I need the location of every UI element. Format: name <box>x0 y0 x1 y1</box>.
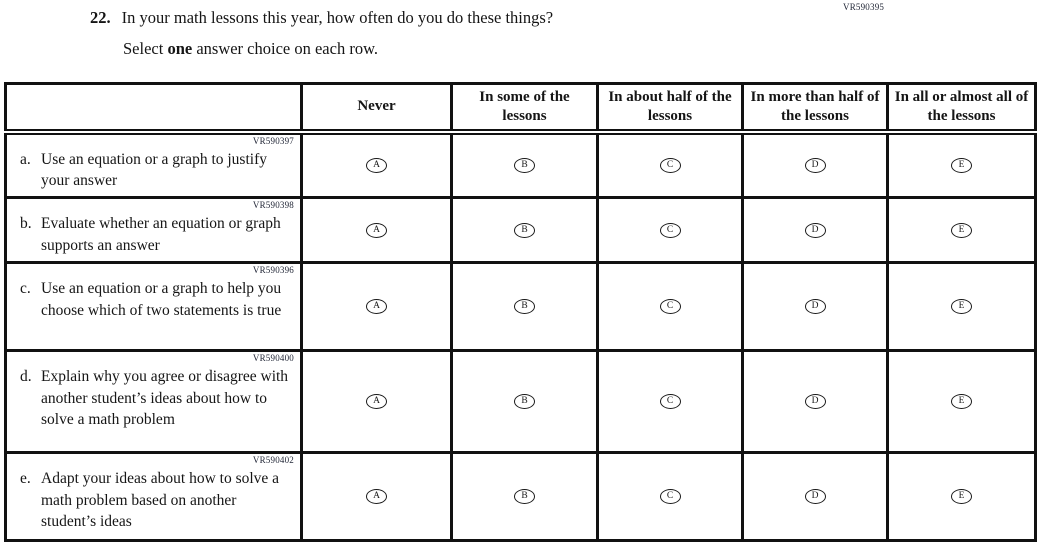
answer-cell: C <box>596 261 744 352</box>
answer-cell: E <box>886 130 1037 199</box>
option-bubble-c[interactable]: C <box>659 394 681 410</box>
option-bubble-a[interactable]: A <box>366 222 387 238</box>
item-code: VR590397 <box>252 135 294 146</box>
answer-cell: D <box>741 261 889 352</box>
table-header-row: Never In some of the lessons In about ha… <box>4 82 1037 135</box>
answer-cell: A <box>300 349 453 454</box>
answer-cell: E <box>886 349 1037 454</box>
question-instruction: Select one answer choice on each row. <box>123 39 378 59</box>
option-bubble-d[interactable]: D <box>804 394 826 410</box>
option-bubble-a[interactable]: A <box>366 299 387 315</box>
answer-cell: E <box>886 196 1037 264</box>
answer-cell: E <box>886 451 1037 542</box>
item-stem-d: VR590400 d. Explain why you agree or disa… <box>4 349 303 454</box>
option-bubble-e[interactable]: E <box>951 299 972 315</box>
item-letter: e. <box>20 470 31 487</box>
table-row: VR590397 a. Use an equation or a graph to… <box>4 130 1037 199</box>
table-row: VR590398 b. Evaluate whether an equation … <box>4 196 1037 264</box>
table-row: VR590402 e. Adapt your ideas about how to… <box>4 451 1037 542</box>
option-bubble-b[interactable]: B <box>514 299 535 315</box>
item-letter: c. <box>20 280 31 297</box>
option-bubble-d[interactable]: D <box>804 489 826 505</box>
column-header-all-lessons: In all or almost all of the lessons <box>886 82 1037 135</box>
header-empty-cell <box>4 82 303 135</box>
instruction-emphasis: one <box>167 39 193 58</box>
question-text: In your math lessons this year, how ofte… <box>121 8 554 27</box>
column-header-more-than-half: In more than half of the lessons <box>741 82 889 135</box>
item-code: VR590396 <box>252 265 294 275</box>
instruction-prefix: Select <box>123 39 168 58</box>
item-text: b. Evaluate whether an equation or graph … <box>20 215 281 254</box>
option-bubble-e[interactable]: E <box>951 394 972 410</box>
item-letter: a. <box>20 150 31 168</box>
answer-cell: B <box>450 130 599 199</box>
answer-cell: A <box>300 261 453 352</box>
response-matrix-table: Never In some of the lessons In about ha… <box>4 82 1037 542</box>
item-text: c. Use an equation or a graph to help you… <box>20 280 282 319</box>
item-stem-e: VR590402 e. Adapt your ideas about how to… <box>4 451 303 542</box>
column-header-some-lessons: In some of the lessons <box>450 82 599 135</box>
answer-cell: D <box>741 451 889 542</box>
item-text: e. Adapt your ideas about how to solve a … <box>20 470 280 530</box>
answer-cell: A <box>300 451 453 542</box>
answer-cell: C <box>596 349 744 454</box>
option-bubble-a[interactable]: A <box>366 489 387 505</box>
table-row: VR590400 d. Explain why you agree or disa… <box>4 349 1037 454</box>
answer-cell: D <box>741 196 889 264</box>
item-code: VR590402 <box>252 455 294 465</box>
option-bubble-b[interactable]: B <box>514 394 535 410</box>
option-bubble-c[interactable]: C <box>659 299 681 315</box>
item-code: VR590398 <box>252 200 294 210</box>
option-bubble-c[interactable]: C <box>659 489 681 505</box>
item-stem-a: VR590397 a. Use an equation or a graph to… <box>4 130 303 199</box>
option-bubble-e[interactable]: E <box>951 222 972 238</box>
option-bubble-d[interactable]: D <box>804 299 826 315</box>
answer-cell: B <box>450 261 599 352</box>
option-bubble-d[interactable]: D <box>804 158 826 174</box>
item-code: VR590400 <box>252 353 294 363</box>
item-letter: d. <box>20 368 32 385</box>
item-text: a. Use an equation or a graph to justify … <box>20 150 267 190</box>
option-bubble-c[interactable]: C <box>659 222 681 238</box>
option-bubble-b[interactable]: B <box>514 222 535 238</box>
item-stem-b: VR590398 b. Evaluate whether an equation … <box>4 196 303 264</box>
question-stem: 22. In your math lessons this year, how o… <box>90 8 553 28</box>
page-variable-code: VR590395 <box>843 2 885 12</box>
instruction-suffix: answer choice on each row. <box>192 39 379 58</box>
answer-cell: C <box>596 451 744 542</box>
answer-cell: B <box>450 451 599 542</box>
option-bubble-a[interactable]: A <box>366 158 387 174</box>
answer-cell: A <box>300 130 453 199</box>
answer-cell: D <box>741 349 889 454</box>
option-bubble-b[interactable]: B <box>514 489 535 505</box>
answer-cell: D <box>741 130 889 199</box>
answer-cell: C <box>596 130 744 199</box>
column-header-about-half: In about half of the lessons <box>596 82 744 135</box>
column-header-never: Never <box>300 82 453 135</box>
option-bubble-c[interactable]: C <box>659 158 681 174</box>
answer-cell: B <box>450 349 599 454</box>
answer-cell: E <box>886 261 1037 352</box>
answer-cell: B <box>450 196 599 264</box>
option-bubble-d[interactable]: D <box>804 222 826 238</box>
item-stem-c: VR590396 c. Use an equation or a graph to… <box>4 261 303 352</box>
item-letter: b. <box>20 215 32 232</box>
option-bubble-b[interactable]: B <box>514 158 535 174</box>
option-bubble-a[interactable]: A <box>366 394 387 410</box>
option-bubble-e[interactable]: E <box>951 158 972 174</box>
table-row: VR590396 c. Use an equation or a graph to… <box>4 261 1037 352</box>
answer-cell: C <box>596 196 744 264</box>
answer-cell: A <box>300 196 453 264</box>
option-bubble-e[interactable]: E <box>951 489 972 505</box>
question-number: 22. <box>90 8 111 27</box>
item-text: d. Explain why you agree or disagree with… <box>20 368 289 428</box>
